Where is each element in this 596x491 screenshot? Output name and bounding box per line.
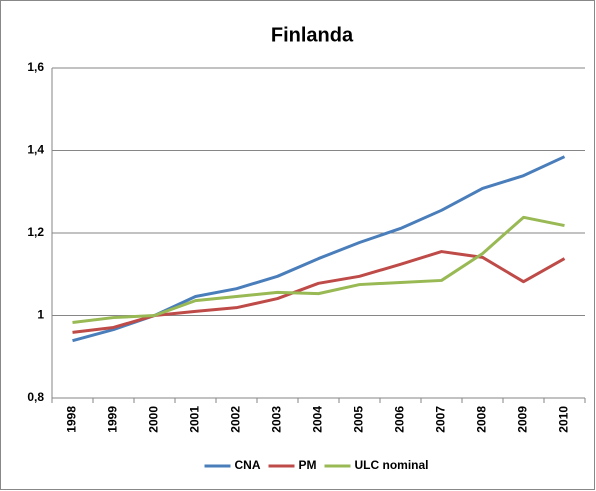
legend-label: CNA [235, 458, 261, 472]
x-tick-label: 2003 [270, 406, 284, 433]
legend-label: PM [299, 458, 317, 472]
y-tick-label: 1,2 [27, 225, 44, 239]
x-tick-label: 2004 [311, 406, 325, 433]
x-tick-label: 2005 [352, 406, 366, 433]
x-tick-label: 2007 [434, 406, 448, 433]
x-tick-label: 1999 [106, 406, 120, 433]
x-tick-label: 2009 [516, 406, 530, 433]
y-tick-label: 0,8 [27, 390, 44, 404]
legend-label: ULC nominal [355, 458, 429, 472]
chart-title: Finlanda [271, 24, 354, 46]
x-tick-label: 1998 [65, 406, 79, 433]
y-tick-label: 1 [37, 308, 44, 322]
x-tick-label: 2002 [229, 406, 243, 433]
x-tick-label: 2001 [188, 406, 202, 433]
x-tick-label: 2006 [393, 406, 407, 433]
x-tick-label: 2008 [475, 406, 489, 433]
y-tick-label: 1,6 [27, 60, 44, 74]
line-series [72, 215, 565, 325]
x-tick-label: 2010 [557, 406, 571, 433]
y-tick-label: 1,4 [27, 143, 44, 157]
x-tick-label: 2000 [147, 406, 161, 433]
